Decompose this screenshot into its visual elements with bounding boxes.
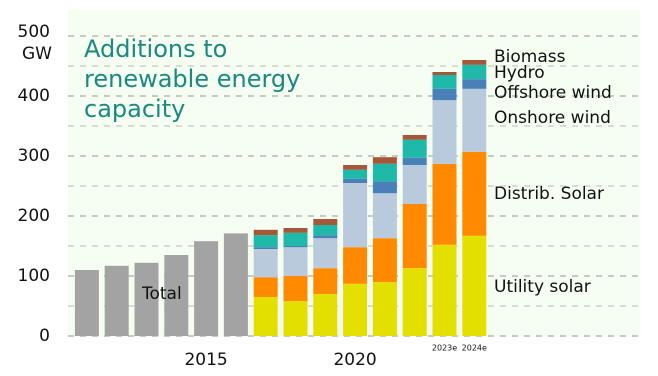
series-label: Utility solar bbox=[494, 277, 591, 297]
y-unit: GW bbox=[22, 44, 52, 64]
series-label: Distrib. Solar bbox=[494, 184, 604, 204]
bar-segment bbox=[462, 79, 487, 89]
y-tick-label: 400 bbox=[18, 86, 50, 106]
bar-segment bbox=[343, 178, 368, 183]
x-tick-label: 2023e bbox=[432, 344, 457, 353]
bar-segment bbox=[313, 219, 338, 225]
x-tick-label: 2020 bbox=[333, 350, 376, 370]
bar-segment bbox=[283, 247, 308, 276]
bar-segment bbox=[253, 277, 278, 297]
bar-segment bbox=[372, 157, 397, 164]
series-label: Offshore wind bbox=[494, 83, 612, 103]
bar-segment bbox=[313, 268, 338, 294]
bar-segment bbox=[462, 60, 487, 65]
bar-segment bbox=[283, 246, 308, 248]
bar-segment bbox=[402, 268, 427, 336]
y-tick-label: 500 bbox=[18, 22, 50, 42]
bar-segment bbox=[343, 283, 368, 336]
series-label: Biomass bbox=[494, 47, 566, 67]
bar-segment bbox=[372, 282, 397, 336]
series-label: Hydro bbox=[494, 63, 545, 83]
bar-segment bbox=[402, 157, 427, 165]
bar-segment bbox=[372, 193, 397, 239]
x-tick-label: 2024e bbox=[462, 344, 487, 353]
bar-segment bbox=[104, 265, 129, 336]
bar-segment bbox=[432, 75, 457, 89]
bar-segment bbox=[432, 244, 457, 336]
bar-segment bbox=[372, 181, 397, 194]
series-label: Total bbox=[141, 284, 182, 304]
bar-segment bbox=[462, 64, 487, 80]
bar-segment bbox=[283, 301, 308, 336]
chart-title: renewable energy bbox=[84, 65, 300, 93]
bar-segment bbox=[402, 204, 427, 269]
bar-segment bbox=[253, 229, 278, 236]
bar-segment bbox=[372, 163, 397, 182]
bar-segment bbox=[253, 235, 278, 248]
series-label: Onshore wind bbox=[494, 108, 611, 128]
bar-segment bbox=[283, 232, 308, 246]
bar-segment bbox=[462, 88, 487, 152]
bar-segment bbox=[343, 247, 368, 284]
bar-segment bbox=[74, 270, 99, 336]
bar-segment bbox=[194, 241, 219, 336]
chart-title: capacity bbox=[84, 95, 185, 123]
bar-segment bbox=[462, 151, 487, 236]
chart-title: Additions to bbox=[84, 35, 227, 63]
bar-segment bbox=[283, 276, 308, 302]
bar-segment bbox=[223, 233, 248, 336]
bar-segment bbox=[432, 72, 457, 75]
bar-segment bbox=[313, 235, 338, 239]
bar-segment bbox=[343, 165, 368, 170]
bar-segment bbox=[313, 225, 338, 236]
bar-segment bbox=[343, 183, 368, 248]
bar-segment bbox=[432, 163, 457, 245]
bar-segment bbox=[164, 255, 189, 336]
bar-segment bbox=[313, 238, 338, 269]
bar-segment bbox=[253, 297, 278, 336]
bar-segment bbox=[402, 135, 427, 140]
x-tick-label: 2015 bbox=[184, 350, 227, 370]
y-tick-label: 200 bbox=[18, 206, 50, 226]
y-tick-label: 300 bbox=[18, 146, 50, 166]
bar-segment bbox=[253, 249, 278, 278]
bar-segment bbox=[343, 169, 368, 179]
bar-segment bbox=[372, 238, 397, 282]
bar-segment bbox=[432, 100, 457, 164]
bar-segment bbox=[462, 235, 487, 336]
bar-segment bbox=[402, 139, 427, 158]
y-tick-label: 0 bbox=[39, 326, 50, 346]
bar-segment bbox=[253, 247, 278, 249]
y-tick-label: 100 bbox=[18, 266, 50, 286]
bar-segment bbox=[313, 294, 338, 336]
bar-segment bbox=[432, 88, 457, 101]
bar-segment bbox=[283, 228, 308, 233]
bar-segment bbox=[402, 165, 427, 204]
bar-segment bbox=[134, 262, 159, 336]
